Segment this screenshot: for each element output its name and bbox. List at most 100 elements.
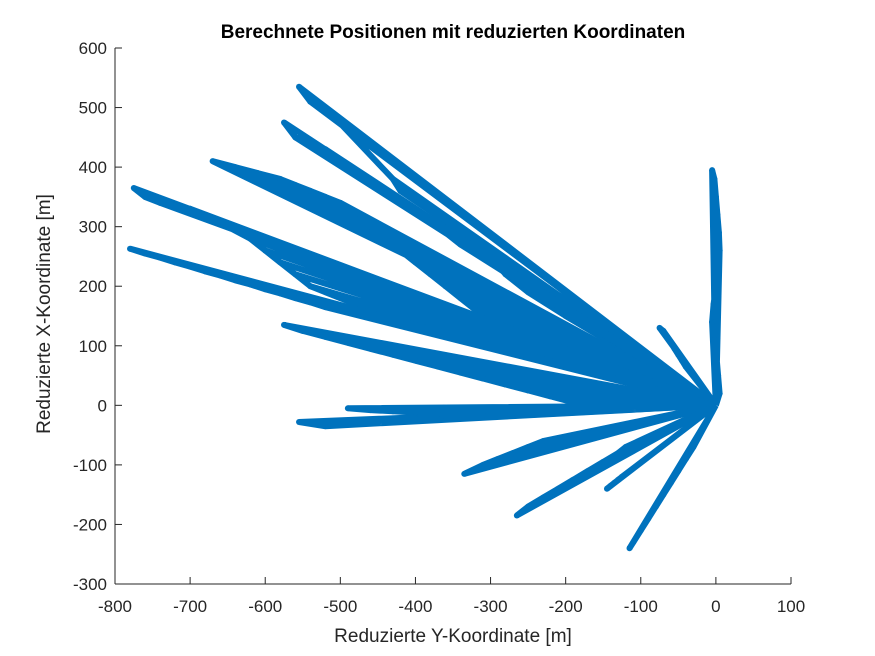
series-13-point-8 (682, 363, 689, 370)
series-5-point-11 (277, 290, 284, 297)
series-9-point-11 (615, 423, 622, 430)
series-5-point-8 (232, 277, 239, 284)
series-12-point-4 (645, 515, 652, 522)
series-5-point-3 (157, 254, 164, 261)
series-12-point-2 (630, 539, 637, 546)
y-tick-label: 500 (79, 99, 107, 118)
x-tick-label: -800 (98, 597, 132, 616)
series-14-point-12 (713, 354, 720, 361)
series-2-point-8 (397, 199, 404, 206)
series-4-point-3 (157, 199, 164, 206)
series-9-point-9 (585, 429, 592, 436)
series-10-point-3 (540, 494, 547, 501)
series-14-point-1 (709, 167, 716, 174)
series-14-point-9 (710, 301, 717, 308)
series-4-point-12 (322, 289, 329, 296)
series-1-point-1 (296, 83, 303, 90)
series-7-point-1 (296, 419, 303, 426)
series-9-point-6 (540, 438, 547, 445)
series-6-point-11 (502, 381, 509, 388)
series-6-point-6 (389, 351, 396, 358)
series-3-point-13 (412, 259, 419, 266)
series-layer (127, 83, 723, 552)
series-9-point-10 (600, 426, 607, 433)
series-2-point-5 (352, 167, 359, 174)
series-3-point-2 (232, 164, 239, 171)
series-6-point-5 (367, 345, 374, 352)
series-13-point-5 (671, 345, 678, 352)
series-2-point-2 (292, 134, 299, 141)
series-5-point-2 (142, 250, 149, 257)
series-6-point-9 (457, 369, 464, 376)
series-2-point-6 (367, 176, 374, 183)
series-3-point-17 (472, 307, 479, 314)
series-10-point-6 (585, 467, 592, 474)
series-12-point-5 (652, 503, 659, 510)
series-10-point-4 (555, 485, 562, 492)
series-2-point-3 (322, 146, 329, 153)
series-10-point-5 (570, 476, 577, 483)
series-5-point-5 (187, 263, 194, 270)
series-4-point-6 (224, 223, 231, 230)
series-9-point-8 (570, 432, 577, 439)
series-14-point-10 (709, 318, 716, 325)
series-3-point-16 (457, 295, 464, 302)
series-13-point-3 (664, 333, 671, 340)
x-tick-label: -200 (549, 597, 583, 616)
series-line-13 (657, 325, 719, 408)
y-tick-label: 300 (79, 218, 107, 237)
series-2-point-7 (382, 187, 389, 194)
series-13-point-4 (667, 339, 674, 346)
series-10-point-9 (622, 444, 629, 451)
series-6-point-7 (412, 357, 419, 364)
series-6-point-4 (344, 339, 351, 346)
series-5-point-9 (247, 281, 254, 288)
series-4-point-11 (307, 283, 314, 290)
series-12-point-3 (637, 527, 644, 534)
series-8-point-4 (412, 409, 419, 416)
series-14-point-8 (712, 283, 719, 290)
series-3-point-8 (337, 199, 344, 206)
y-tick-label: 200 (79, 277, 107, 296)
series-6-point-8 (434, 363, 441, 370)
series-5-point-4 (172, 259, 179, 266)
series-8-point-5 (434, 410, 441, 417)
series-10-point-2 (525, 503, 532, 510)
series-2-point-11 (442, 229, 449, 236)
series-4-point-13 (337, 295, 344, 302)
x-tick-label: -700 (173, 597, 207, 616)
series-8-point-1 (344, 405, 351, 412)
series-14-point-13 (715, 372, 722, 379)
series-14-point-11 (711, 336, 718, 343)
series-line-2 (281, 119, 718, 408)
series-14-point-4 (714, 211, 721, 218)
y-axis-label: Reduzierte X-Koordinate [m] (34, 194, 55, 434)
series-3-point-9 (352, 211, 359, 218)
series-9-point-3 (495, 455, 502, 462)
series-5-point-1 (127, 245, 134, 252)
series-2-point-1 (281, 119, 287, 126)
series-8-point-7 (480, 412, 487, 419)
series-line-1 (296, 84, 718, 408)
series-9-point-2 (480, 461, 487, 468)
x-tick-label: -500 (323, 597, 357, 616)
series-5-point-14 (322, 304, 329, 311)
series-1-point-2 (307, 98, 314, 105)
series-7-point-3 (352, 420, 359, 427)
series-8-point-6 (457, 411, 464, 418)
series-7-point-4 (382, 417, 389, 424)
series-3-point-11 (382, 235, 389, 242)
series-6-point-13 (547, 393, 554, 400)
series-3-point-14 (427, 271, 434, 278)
series-1-point-5 (397, 187, 404, 194)
x-axis-label: Reduzierte Y-Koordinate [m] (334, 626, 572, 647)
series-4-point-9 (277, 259, 284, 266)
series-7-point-2 (322, 423, 329, 430)
series-9-point-1 (461, 470, 468, 477)
y-tick-label: 400 (79, 158, 107, 177)
series-14-point-7 (715, 265, 722, 272)
series-2-point-4 (337, 158, 344, 165)
series-3-point-1 (209, 158, 216, 165)
series-4-point-7 (247, 235, 254, 242)
series-6-point-2 (299, 327, 306, 334)
